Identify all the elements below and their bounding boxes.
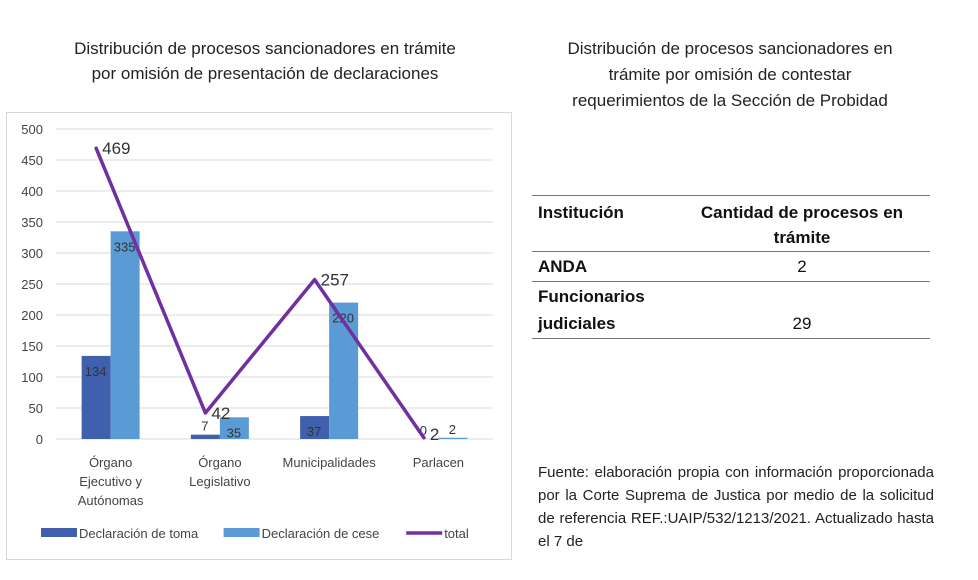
- y-tick-label: 150: [21, 339, 43, 354]
- y-tick-label: 200: [21, 308, 43, 323]
- line-data-label: 2: [430, 425, 439, 444]
- y-tick-label: 350: [21, 215, 43, 230]
- bar-data-label: 335: [114, 239, 136, 254]
- bar-line-chart: 050100150200250300350400450500134335Órga…: [21, 122, 493, 541]
- y-tick-label: 450: [21, 153, 43, 168]
- bar: [81, 355, 111, 439]
- y-tick-label: 50: [29, 401, 43, 416]
- source-note: Fuente: elaboración propia con informaci…: [538, 464, 934, 550]
- chart-frame: 0 50 100 150 200 250 300 350 400 450 500 134 335 Órga…: [6, 112, 512, 560]
- x-tick-label: Municipalidades: [283, 455, 377, 470]
- table-title: Distribución de procesos sancionadores e…: [567, 39, 893, 110]
- header-count: Cantidad de procesos en trámite: [700, 203, 904, 247]
- count-cell: 29: [792, 314, 812, 333]
- legend-label: Declaración de cese: [262, 526, 380, 541]
- line-data-label: 42: [211, 404, 230, 423]
- y-tick-label: 100: [21, 370, 43, 385]
- institution-table: Institución Cantidad de procesos en trám…: [532, 195, 930, 339]
- bar: [438, 437, 468, 439]
- y-tick-label: 250: [21, 277, 43, 292]
- bar-data-label: 0: [420, 423, 427, 438]
- line-data-label: 469: [102, 139, 130, 158]
- x-tick-label: Órgano: [198, 455, 241, 470]
- bar: [110, 231, 140, 439]
- legend-swatch: [223, 528, 260, 537]
- series-line-total: [94, 146, 426, 440]
- x-tick-label: Ejecutivo y: [79, 474, 142, 489]
- y-tick-label: 400: [21, 184, 43, 199]
- table-row: ANDA 2: [532, 252, 930, 282]
- y-tick-label: 300: [21, 246, 43, 261]
- bar-data-label: 2: [449, 422, 456, 437]
- bar: [329, 302, 359, 439]
- legend-label: Declaración de toma: [79, 526, 199, 541]
- line-data-label: 257: [321, 271, 349, 290]
- legend-swatch: [41, 528, 77, 537]
- chart-title: Distribución de procesos sancionadores e…: [74, 39, 456, 83]
- bar: [300, 416, 330, 439]
- bar-data-label: 35: [227, 425, 241, 440]
- bar: [219, 417, 249, 439]
- x-tick-label: Legislativo: [189, 474, 250, 489]
- y-tick-label: 500: [21, 122, 43, 137]
- legend-label: total: [444, 526, 469, 541]
- bar-data-label: 134: [85, 364, 107, 379]
- header-institution: Institución: [538, 203, 624, 222]
- table-header-row: Institución Cantidad de procesos en trám…: [532, 195, 930, 252]
- bar-data-label: 7: [201, 419, 208, 434]
- institution-cell: ANDA: [538, 257, 588, 276]
- x-tick-label: Autónomas: [78, 493, 144, 508]
- count-cell: 2: [797, 257, 807, 276]
- x-tick-label: Órgano: [89, 455, 132, 470]
- y-tick-label: 0: [36, 432, 43, 447]
- institution-cell: Funcionarios judiciales: [538, 287, 645, 333]
- bar-data-label: 37: [307, 424, 321, 439]
- bar: [190, 434, 220, 439]
- table-row: Funcionarios judiciales 29: [532, 282, 930, 339]
- x-tick-label: Parlacen: [413, 455, 464, 470]
